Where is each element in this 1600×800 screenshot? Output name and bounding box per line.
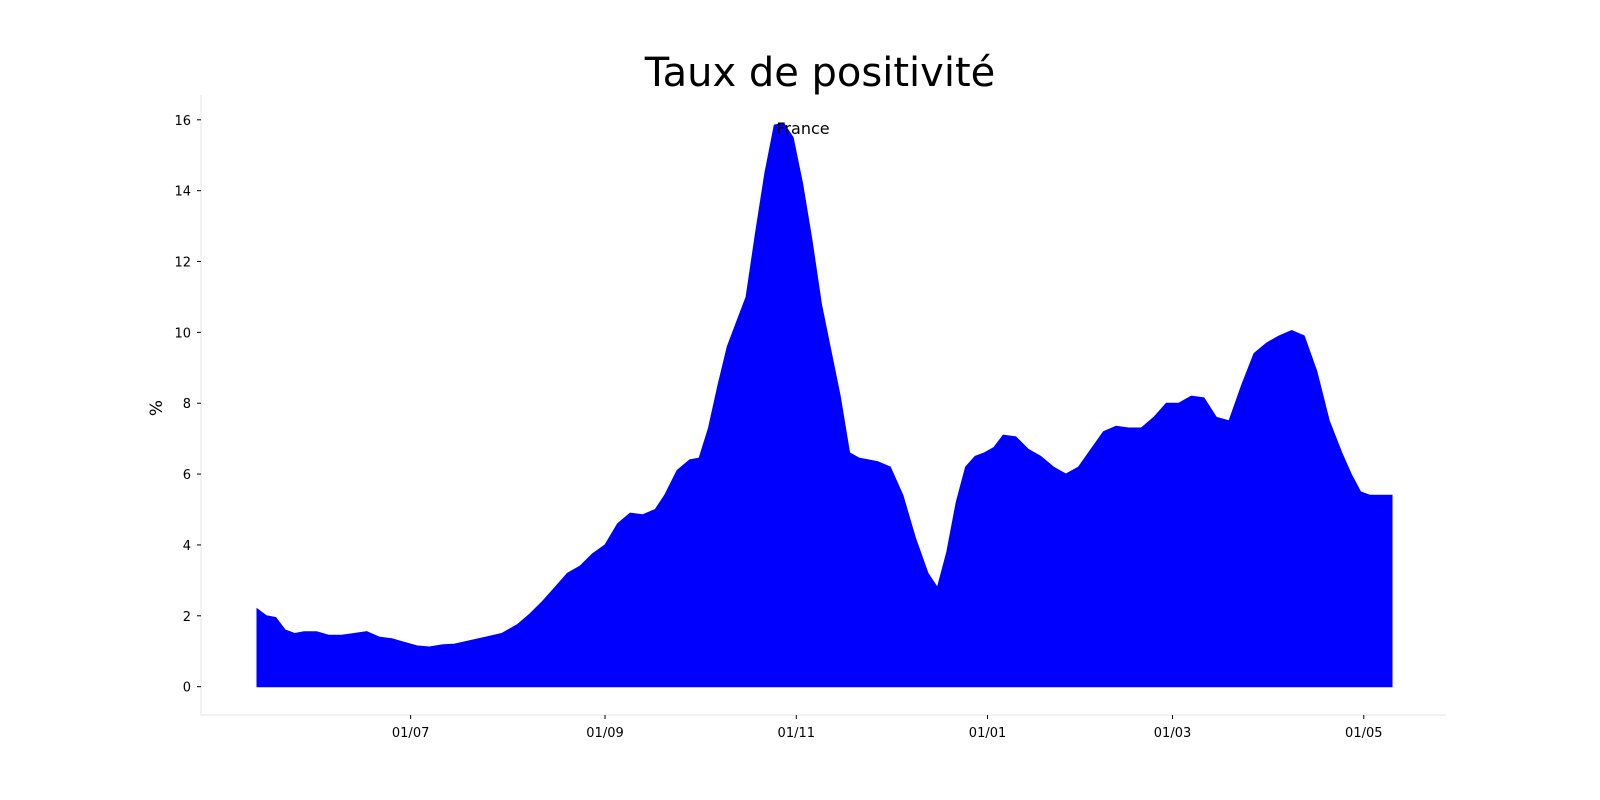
y-axis-label: % — [147, 400, 167, 416]
x-axis-ticks: 01/07 01/09 01/11 01/01 01/03 01/05 — [392, 715, 1383, 741]
x-tick-label: 01/01 — [969, 726, 1006, 741]
x-tick-label: 01/05 — [1345, 726, 1382, 741]
x-tick-label: 01/09 — [586, 726, 623, 741]
chart-title: Taux de positivité — [644, 50, 995, 96]
y-axis-ticks: 0 2 4 6 8 10 12 14 16 — [174, 114, 201, 696]
y-tick-label: 2 — [183, 610, 191, 625]
y-tick-label: 4 — [183, 539, 191, 554]
x-tick-label: 01/07 — [392, 726, 429, 741]
y-tick-label: 12 — [174, 256, 191, 271]
y-tick-label: 6 — [183, 468, 191, 483]
series-annotation: France — [776, 119, 829, 138]
y-tick-label: 0 — [183, 681, 191, 696]
positivity-area-series — [256, 122, 1393, 688]
x-tick-label: 01/03 — [1154, 726, 1191, 741]
x-tick-label: 01/11 — [778, 726, 815, 741]
y-tick-label: 8 — [183, 397, 191, 412]
y-tick-label: 14 — [174, 185, 191, 200]
y-tick-label: 10 — [174, 326, 191, 341]
y-tick-label: 16 — [174, 114, 191, 129]
